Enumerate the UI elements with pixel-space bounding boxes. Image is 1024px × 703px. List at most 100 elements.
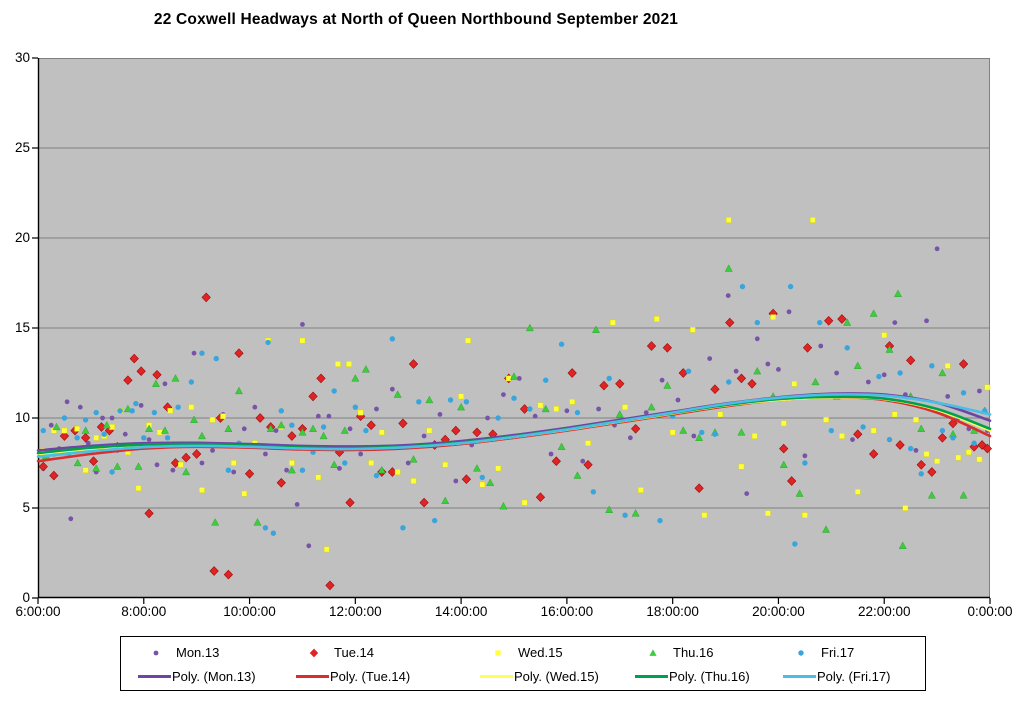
data-point (209, 417, 216, 423)
data-point (916, 459, 926, 470)
data-point (945, 394, 951, 399)
data-point (881, 332, 888, 339)
data-point (541, 404, 550, 413)
data-point (306, 543, 312, 549)
data-point (897, 370, 903, 376)
data-point (408, 359, 419, 369)
data-point (822, 525, 830, 533)
data-point (976, 456, 983, 463)
data-point (510, 372, 518, 380)
data-point (844, 345, 850, 351)
data-point (263, 451, 268, 457)
x-tick-label: 20:00:00 (752, 604, 805, 619)
data-point (596, 406, 602, 412)
data-point (977, 440, 987, 450)
data-point (939, 427, 946, 434)
data-point (299, 467, 306, 473)
legend-marker (309, 648, 319, 658)
data-point (191, 350, 197, 356)
data-point (278, 408, 284, 414)
data-point (532, 413, 538, 419)
data-point (585, 440, 591, 447)
x-tick-label: 14:00:00 (434, 604, 488, 619)
data-point (425, 395, 434, 404)
data-point (299, 337, 306, 344)
legend-marker (153, 650, 159, 656)
data-point (765, 510, 771, 517)
data-point (266, 424, 275, 432)
data-point (82, 417, 89, 423)
data-point (109, 424, 115, 430)
data-point (358, 451, 364, 457)
data-point (289, 460, 295, 466)
data-point (340, 426, 349, 434)
legend-line-swatch (296, 675, 329, 678)
data-point (892, 320, 898, 325)
data-point (100, 415, 105, 421)
legend-label: Wed.15 (518, 645, 563, 660)
data-point (853, 361, 862, 369)
data-point (573, 471, 582, 479)
x-tick-label: 6:00:00 (15, 604, 61, 619)
data-point (123, 375, 133, 386)
data-point (151, 409, 158, 416)
legend-marker-icon (309, 648, 319, 658)
data-point (61, 415, 68, 421)
data-point (787, 476, 797, 486)
data-point (818, 343, 824, 349)
data-point (695, 433, 704, 441)
data-point (188, 404, 195, 411)
data-point (287, 465, 296, 474)
data-point (657, 517, 663, 524)
data-point (501, 392, 506, 397)
data-point (938, 368, 947, 377)
data-point (234, 348, 244, 359)
data-point (669, 429, 676, 436)
data-point (960, 390, 967, 396)
data-point (574, 409, 581, 416)
data-point (955, 454, 962, 461)
data-point (346, 361, 352, 367)
data-point (141, 435, 147, 441)
data-point (622, 512, 628, 518)
data-point (134, 462, 143, 470)
data-point (167, 408, 174, 414)
data-point (659, 377, 665, 383)
data-point (753, 366, 762, 375)
data-point (241, 426, 247, 432)
data-point (548, 451, 554, 457)
data-point (52, 422, 61, 431)
data-point (441, 496, 450, 504)
data-point (564, 408, 570, 414)
data-point (647, 402, 656, 411)
y-tick-label: 30 (14, 50, 30, 65)
data-point (225, 467, 232, 473)
y-tick-label: 5 (22, 500, 30, 515)
data-point (580, 458, 586, 464)
data-point (907, 445, 914, 452)
data-point (319, 431, 328, 440)
data-point (738, 463, 745, 470)
data-point (791, 381, 798, 387)
data-point (96, 422, 107, 432)
data-point (982, 443, 992, 454)
data-point (160, 426, 169, 434)
data-point (80, 432, 91, 443)
data-point (583, 459, 593, 470)
chart-title: 22 Coxwell Headways at North of Queen No… (153, 11, 679, 28)
data-point (853, 429, 863, 440)
data-point (171, 374, 180, 382)
data-point (330, 460, 339, 468)
data-point (175, 404, 181, 410)
data-point (643, 410, 649, 415)
data-point (691, 433, 697, 439)
data-point (199, 487, 205, 493)
data-point (92, 464, 101, 472)
data-point (707, 356, 713, 361)
data-point (363, 427, 369, 434)
data-point (289, 422, 295, 428)
data-point (265, 339, 271, 346)
data-point (865, 379, 871, 385)
data-point (101, 431, 107, 437)
data-point (465, 337, 471, 344)
